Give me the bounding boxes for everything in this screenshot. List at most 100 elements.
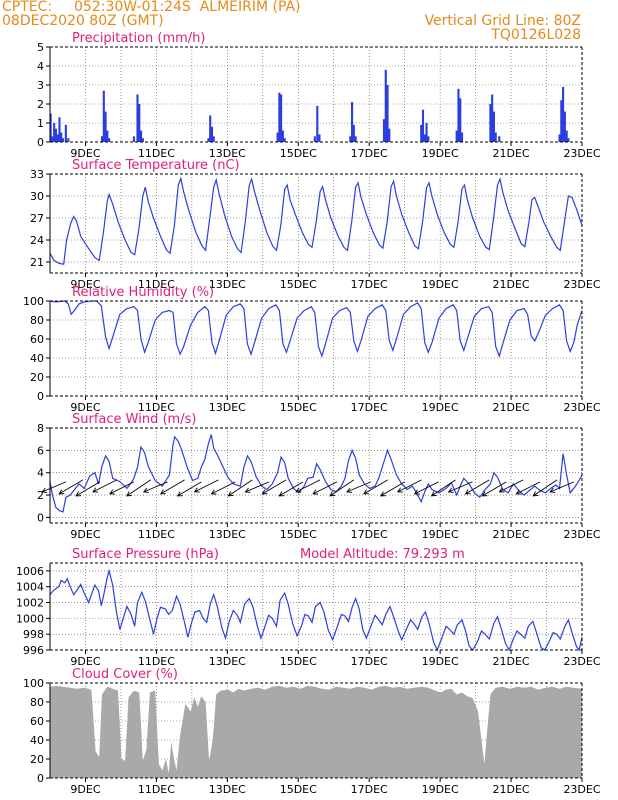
panel-annotation: Model Altitude: 79.293 m bbox=[300, 547, 465, 562]
x-tick-label: 21DEC bbox=[493, 147, 530, 160]
wind-arrow-head bbox=[126, 491, 132, 497]
wind-arrow bbox=[279, 481, 304, 497]
wind-arrow-head bbox=[75, 491, 82, 497]
precip-bar bbox=[51, 136, 54, 142]
wind-arrow-head bbox=[244, 487, 251, 493]
wind-line bbox=[49, 434, 583, 513]
wind-arrow-head bbox=[312, 489, 319, 495]
precip-bar bbox=[494, 132, 497, 142]
precip-bar bbox=[318, 134, 321, 142]
x-tick-label: 17DEC bbox=[351, 783, 388, 796]
y-tick-label: 8 bbox=[37, 422, 44, 435]
wind-arrow bbox=[346, 481, 371, 493]
precip-bar bbox=[427, 136, 430, 142]
y-tick-label: 40 bbox=[30, 352, 44, 365]
y-tick-label: 6 bbox=[37, 444, 44, 457]
panel-title: Surface Temperature (nC) bbox=[72, 158, 240, 173]
y-tick-label: 1004 bbox=[16, 581, 44, 594]
x-tick-label: 9DEC bbox=[70, 278, 100, 291]
precip-bar bbox=[212, 136, 215, 142]
precip-bar bbox=[67, 138, 70, 142]
x-tick-label: 13DEC bbox=[209, 655, 246, 668]
wind-arrow bbox=[92, 479, 118, 493]
location-label: 052:30W-01:24S ALMEIRIM (PA) bbox=[74, 0, 301, 15]
precip-bar bbox=[384, 69, 387, 142]
x-tick-label: 17DEC bbox=[351, 147, 388, 160]
precip-bar bbox=[460, 132, 464, 142]
wind-arrow bbox=[482, 481, 507, 497]
x-tick-label: 13DEC bbox=[209, 278, 246, 291]
wind-arrow-head bbox=[532, 491, 539, 497]
wind-arrow bbox=[499, 479, 524, 493]
precip-bar bbox=[106, 130, 109, 142]
wind-arrow bbox=[126, 479, 151, 497]
x-tick-label: 13DEC bbox=[209, 147, 246, 160]
y-tick-label: 80 bbox=[30, 314, 44, 327]
precip-bar bbox=[280, 94, 283, 142]
precip-bar bbox=[316, 105, 319, 142]
rh-line bbox=[49, 300, 583, 359]
y-tick-label: 80 bbox=[30, 696, 44, 709]
wind-arrow bbox=[42, 481, 67, 493]
panel-precip: 0 1 2 3 4 5 9DEC 11DEC 13DEC 15DEC 17DEC 19DEC 21DEC… bbox=[37, 31, 601, 160]
y-tick-label: 4 bbox=[37, 60, 44, 73]
wind-arrow-head bbox=[41, 487, 48, 493]
y-tick-label: 2 bbox=[37, 98, 44, 111]
panel-title: Relative Humidity (%) bbox=[72, 285, 214, 300]
x-tick-label: 21DEC bbox=[493, 655, 530, 668]
wind-arrow-head bbox=[346, 487, 353, 493]
precip-bar bbox=[565, 130, 568, 142]
wind-arrow-head bbox=[464, 489, 471, 495]
x-tick-label: 9DEC bbox=[70, 528, 100, 541]
precip-bar bbox=[567, 138, 570, 142]
wind-arrow-head bbox=[498, 487, 505, 493]
x-tick-label: 11DEC bbox=[138, 401, 175, 414]
wind-arrow-head bbox=[278, 491, 285, 497]
wind-arrow bbox=[312, 481, 338, 495]
wind-arrow bbox=[550, 481, 575, 493]
wind-arrow bbox=[380, 481, 405, 497]
precip-bar bbox=[562, 86, 565, 142]
wind-arrow-head bbox=[227, 491, 234, 497]
x-tick-label: 19DEC bbox=[422, 655, 459, 668]
model-label: TQ0126L028 bbox=[491, 27, 581, 43]
x-tick-label: 9DEC bbox=[70, 401, 100, 414]
precip-bar bbox=[132, 136, 136, 142]
wind-arrow bbox=[177, 481, 202, 497]
precip-bar bbox=[459, 98, 462, 142]
y-tick-label: 998 bbox=[23, 628, 44, 641]
precip-bar bbox=[49, 113, 52, 142]
wind-arrow bbox=[245, 481, 270, 493]
y-tick-label: 5 bbox=[37, 41, 44, 54]
wind-arrow-head bbox=[176, 491, 183, 497]
wind-arrow-head bbox=[109, 489, 115, 495]
x-tick-label: 11DEC bbox=[138, 278, 175, 291]
x-tick-label: 11DEC bbox=[138, 655, 175, 668]
precip-bar bbox=[560, 100, 563, 142]
precip-bar bbox=[420, 124, 423, 142]
x-tick-label: 21DEC bbox=[493, 528, 530, 541]
wind-arrow bbox=[397, 479, 422, 493]
precip-bar bbox=[352, 124, 355, 142]
wind-arrow bbox=[109, 481, 134, 495]
precip-bar bbox=[54, 128, 57, 142]
precip-bar bbox=[210, 126, 214, 142]
precip-bar bbox=[283, 138, 286, 142]
x-tick-label: 15DEC bbox=[280, 783, 317, 796]
x-tick-label: 19DEC bbox=[422, 401, 459, 414]
temp-line bbox=[49, 176, 583, 265]
precip-bar bbox=[421, 109, 425, 142]
y-tick-label: 0 bbox=[37, 511, 44, 524]
x-tick-label: 19DEC bbox=[422, 783, 459, 796]
pres-line bbox=[49, 568, 583, 652]
x-tick-label: 13DEC bbox=[209, 783, 246, 796]
precip-bar bbox=[56, 134, 59, 142]
wind-arrow bbox=[465, 479, 490, 495]
y-tick-label: 1002 bbox=[16, 597, 44, 610]
x-tick-label: 17DEC bbox=[351, 528, 388, 541]
precip-bar bbox=[136, 94, 139, 142]
precip-bar bbox=[141, 138, 144, 142]
precip-bar bbox=[276, 132, 279, 142]
precip-bar bbox=[498, 136, 501, 142]
wind-arrow-head bbox=[159, 489, 166, 495]
